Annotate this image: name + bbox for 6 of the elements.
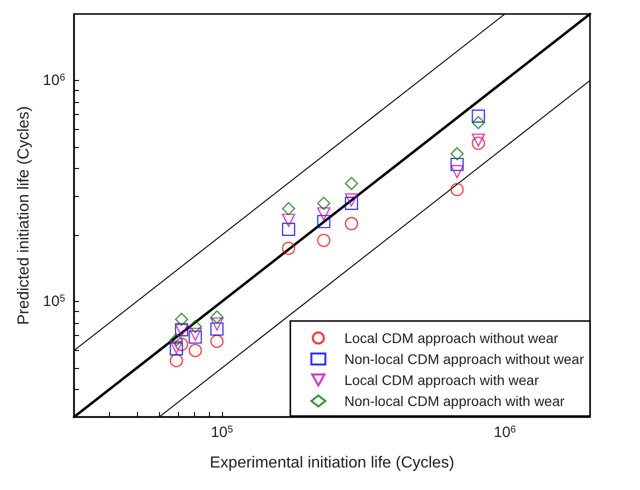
- y-axis-title: Predicted initiation life (Cycles): [16, 106, 32, 325]
- legend-label: Local CDM approach without wear: [344, 330, 559, 346]
- legend-label: Non-local CDM approach without wear: [344, 351, 584, 367]
- legend-label: Non-local CDM approach with wear: [344, 393, 565, 409]
- legend-label: Local CDM approach with wear: [344, 372, 540, 388]
- x-axis-title: Experimental initiation life (Cycles): [210, 454, 454, 472]
